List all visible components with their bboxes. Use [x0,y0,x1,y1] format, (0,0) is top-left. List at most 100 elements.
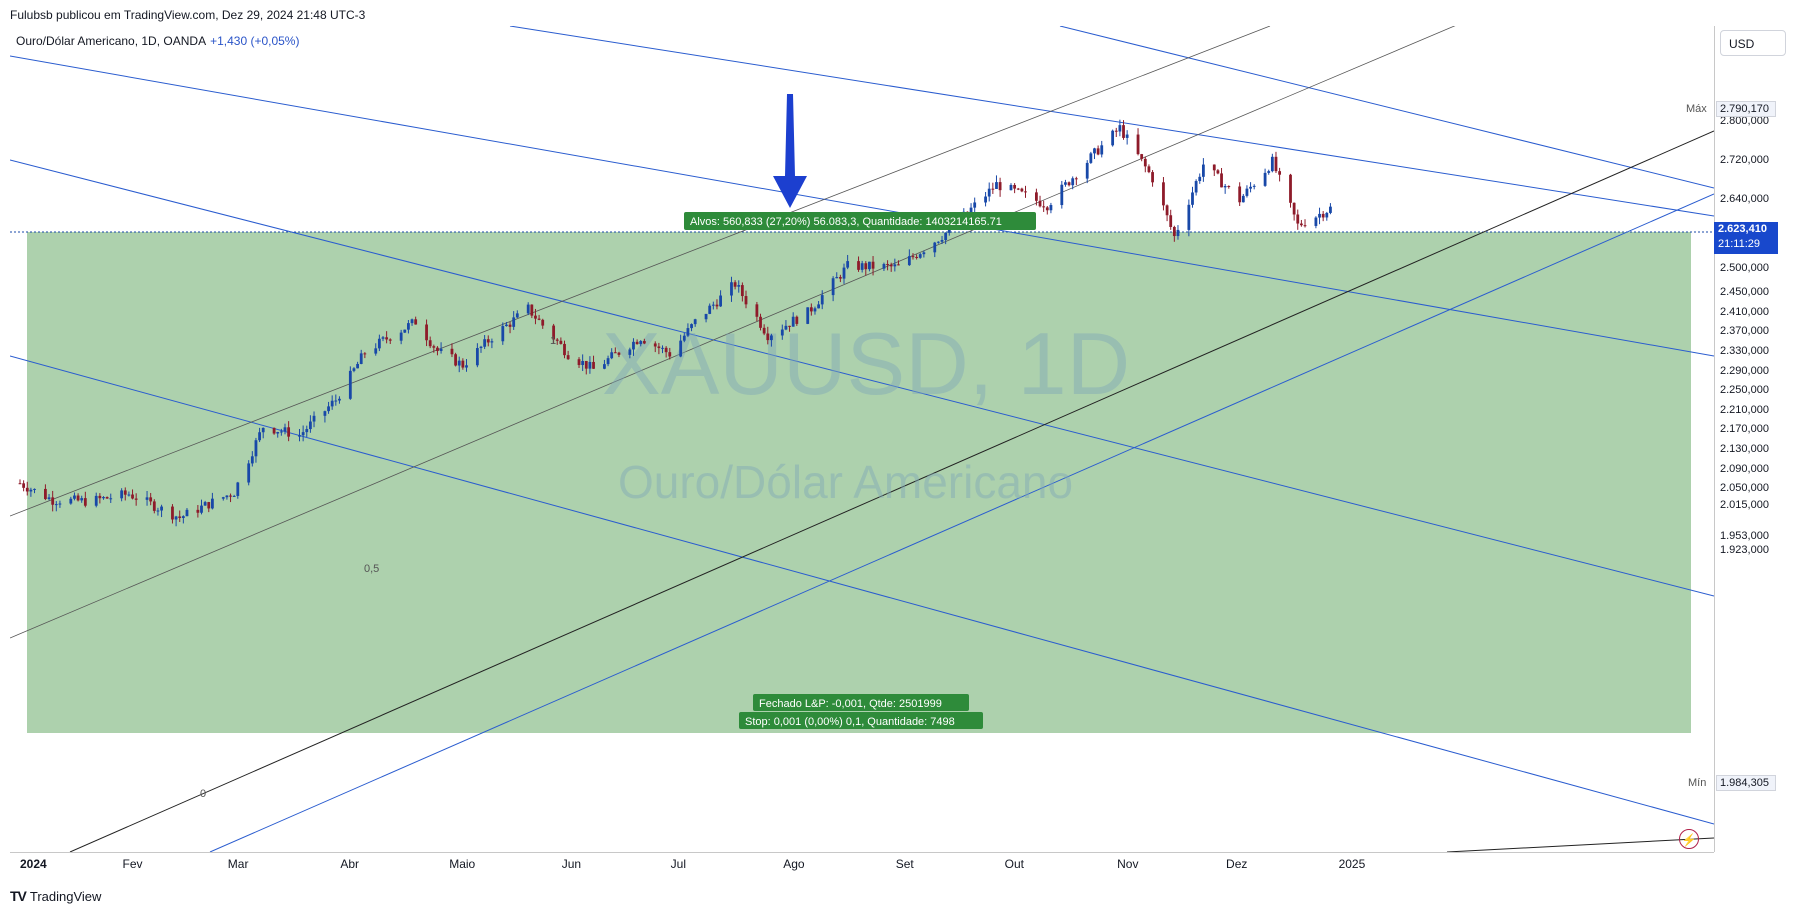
candle-up [1201,164,1205,177]
fib-channel-upper[interactable] [10,26,1714,639]
candle-down [363,353,367,355]
resistance-line-upper[interactable] [1059,26,1714,189]
candle-down [131,494,134,499]
candle-down [152,501,156,511]
lightning-icon[interactable]: ⚡ [1679,829,1699,849]
candle-up [831,278,835,296]
price-tick-label: 2.800,000 [1720,114,1769,127]
candle-down [563,343,566,356]
candle-down [1299,223,1303,226]
candle-up [283,427,287,432]
candle-up [835,277,839,279]
candle-up [334,400,338,402]
closed-label-bg [753,694,969,711]
support-channel-blue[interactable] [209,193,1714,852]
price-tick-label: 2.130,000 [1720,442,1769,455]
candle-up [515,313,519,318]
candle-up [632,341,635,350]
candle-down [1024,191,1027,193]
max-label: Máx [1686,103,1707,115]
support-trend-line[interactable] [69,130,1714,852]
candle-down [425,324,428,341]
closed-label-text: Fechado L&P: -0,001, Qtde: 2501999 [759,698,942,710]
stop-label[interactable]: Stop: 0,001 (0,00%) 0,1, Quantidade: 749… [739,712,983,729]
candle-up [846,261,850,268]
candle-down [642,341,646,344]
closed-label[interactable]: Fechado L&P: -0,001, Qtde: 2501999 [753,694,969,711]
candle-up [1223,186,1227,188]
time-tick-label: Jul [670,857,686,871]
candle-down [864,263,868,270]
candle-up [1270,156,1274,172]
candle-down [534,315,537,319]
candle-up [1187,204,1191,230]
candle-down [44,488,47,500]
candle-up [200,505,203,513]
price-chart[interactable]: XAUUSD, 1D Ouro/Dólar Americano 1 0,5 0 … [10,26,1714,852]
candle-down [1238,186,1242,203]
candle-up [868,261,871,270]
candle-down [454,354,457,366]
candle-up [661,347,664,349]
candle-down [1278,171,1282,175]
candle-up [58,503,62,505]
symbol-legend[interactable]: Ouro/Dólar Americano, 1D, OANDA +1,430 (+… [16,34,299,48]
candle-up [156,510,160,512]
resistance-line[interactable] [509,26,1714,217]
current-price-tag[interactable]: 2.623,410 21:11:29 [1714,222,1778,254]
price-tick-label: 2.015,000 [1720,499,1769,512]
target-arrow[interactable] [773,94,807,208]
candle-up [185,509,189,517]
position-zone[interactable] [27,232,1691,733]
price-tick-label: 2.450,000 [1720,286,1769,299]
candle-up [711,304,715,306]
candle-up [109,498,113,500]
target-label-bg [684,212,1036,230]
candle-up [359,353,363,364]
time-tick-label: 2025 [1338,857,1366,871]
candle-down [1162,182,1165,206]
price-axis[interactable] [1714,26,1794,852]
candle-up [581,360,585,366]
regression-channel-mid[interactable] [10,159,1714,597]
currency-selector[interactable]: USD [1720,30,1786,56]
candle-down [795,316,799,324]
candle-up [225,495,229,498]
time-axis[interactable]: 2024 Fev Mar Abr Maio Jun Jul Ago Set Out Nov Dez 20… [10,852,1714,875]
min-label: Mín [1688,777,1707,789]
fib-channel-top[interactable] [10,26,1271,517]
candle-up [628,349,632,355]
candle-up [922,252,926,255]
candle-up [475,348,479,366]
lower-fib-line[interactable] [1446,837,1714,852]
candle-down [207,502,211,509]
candle-up [479,346,483,349]
candle-down [105,497,109,499]
candle-up [944,232,948,240]
current-price-value: 2.623,410 [1718,223,1767,235]
candle-down [428,340,432,347]
candle-up [348,370,352,399]
candle-up [893,264,897,267]
price-tick-label: 2.720,000 [1720,153,1769,166]
candle-up [250,456,254,464]
target-label[interactable]: Alvos: 560,833 (27,20%) 56.083,3, Quanti… [684,212,1036,230]
fib-label-1: 1 [550,335,556,347]
candle-up [1125,134,1129,138]
footer-brand[interactable]: TV TradingView [10,888,101,904]
price-tick-label: 2.210,000 [1720,403,1769,416]
candle-up [526,304,530,314]
publisher-text: Fulubsb publicou em TradingView.com, Dez… [10,8,366,22]
candle-up [69,498,73,504]
candle-down [51,497,55,505]
candle-down [592,361,595,369]
candle-up [1329,206,1332,213]
regression-channel-lower[interactable] [10,355,1714,825]
candle-down [18,483,22,485]
candle-up [54,504,58,506]
candle-up [1176,229,1180,237]
candle-up [1100,145,1104,155]
candle-up [882,264,886,269]
regression-channel-upper[interactable] [10,55,1714,357]
candle-down [766,333,770,341]
